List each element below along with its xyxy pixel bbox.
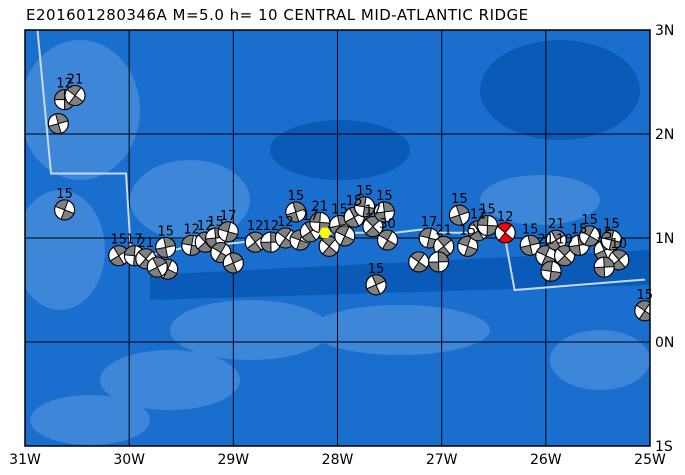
depth-label: 10 [556, 233, 573, 248]
lon-tick-label: 30W [113, 452, 145, 468]
depth-label: 15 [368, 262, 385, 277]
beachball[interactable] [222, 252, 244, 274]
lat-tick-label: 2N [655, 127, 674, 143]
depth-label: 15 [522, 222, 539, 237]
depth-label: 15 [571, 222, 588, 237]
beachball[interactable] [365, 274, 387, 296]
depth-label: 15 [376, 189, 393, 204]
depth-label: 15 [637, 288, 654, 303]
depth-label: 12 [183, 222, 200, 237]
depth-label: 15 [288, 189, 305, 204]
beachball[interactable] [540, 260, 562, 282]
beachball[interactable] [433, 235, 455, 257]
beachball[interactable] [634, 300, 655, 322]
depth-label: 15 [451, 192, 468, 207]
beachball[interactable] [47, 113, 69, 135]
beachball[interactable] [377, 229, 398, 251]
beachball[interactable] [54, 199, 76, 221]
depth-label: 30 [379, 217, 396, 232]
beachball[interactable] [494, 222, 516, 244]
beachball[interactable] [600, 229, 622, 251]
depth-label: 15 [56, 187, 73, 202]
beachball[interactable] [545, 229, 567, 251]
lon-tick-label: 25W [634, 452, 666, 468]
depth-label: 15 [603, 217, 620, 232]
beachball[interactable] [579, 225, 601, 247]
beachball[interactable] [519, 234, 541, 256]
depth-label: 21 [312, 199, 329, 214]
depth-label: 21 [67, 73, 84, 88]
lon-tick-label: 31W [9, 452, 41, 468]
beachball[interactable] [155, 236, 177, 258]
beachball[interactable] [408, 251, 430, 273]
beachball[interactable] [428, 251, 450, 273]
depth-label: 15 [596, 227, 613, 242]
beachball[interactable] [64, 85, 86, 107]
beachball[interactable] [593, 256, 615, 278]
depth-label: 12 [247, 219, 264, 234]
depth-label: 17 [421, 215, 438, 230]
depth-label: 12 [56, 77, 73, 92]
axis-labels: 31W 30W 29W 28W 27W 26W 25W 3N 2N 1N 0N 1S [9, 23, 674, 468]
depth-label: 17 [365, 204, 382, 219]
depth-label: 15 [110, 233, 127, 248]
depth-label: 17 [302, 209, 319, 224]
depth-label: 12 [470, 208, 487, 223]
depth-label: 15 [479, 203, 496, 218]
depth-label: 10 [610, 237, 627, 252]
depth-label: 17 [220, 209, 237, 224]
beachball[interactable] [146, 256, 168, 278]
map-title: E201601280346A M=5.0 h= 10 CENTRAL MID-A… [26, 6, 529, 24]
beachball[interactable] [108, 245, 130, 267]
beachball[interactable] [457, 235, 479, 257]
lon-tick-label: 28W [322, 452, 354, 468]
lon-tick-label: 27W [426, 452, 458, 468]
depth-label: 21 [138, 236, 155, 251]
depth-label: 21 [548, 217, 565, 232]
beachball[interactable] [373, 201, 395, 223]
beachball[interactable] [354, 196, 376, 218]
depth-label: 15 [356, 184, 373, 199]
focal-mechanisms [47, 85, 655, 322]
lat-tick-label: 0N [655, 335, 674, 351]
depth-label: 21 [435, 223, 452, 238]
depth-label: 12 [263, 219, 280, 234]
beachball[interactable] [362, 216, 384, 238]
beachball[interactable] [217, 221, 239, 243]
depth-label: 15 [331, 203, 348, 218]
depth-label: 15 [157, 224, 174, 239]
depth-label: 12 [497, 210, 514, 225]
lon-tick-label: 26W [530, 452, 562, 468]
beachball[interactable] [334, 225, 356, 247]
lat-tick-label: 3N [655, 23, 674, 39]
beachball[interactable] [285, 201, 307, 223]
map-frame [24, 29, 651, 447]
depth-label: 12 [197, 219, 214, 234]
lat-tick-label: 1S [655, 439, 673, 455]
lon-tick-label: 29W [217, 452, 249, 468]
beachball[interactable] [554, 245, 576, 267]
depth-label: 17 [126, 233, 143, 248]
epicenter-marker [319, 227, 331, 238]
beachball[interactable] [318, 235, 340, 257]
depth-label: 12 [277, 215, 294, 230]
depth-label: 15 [459, 223, 476, 238]
beachball[interactable] [448, 204, 470, 226]
depth-label: 15 [581, 213, 598, 228]
depth-label: 21 [538, 233, 555, 248]
beachball[interactable] [477, 215, 498, 237]
depth-label: 15 [346, 194, 363, 209]
lat-tick-label: 1N [655, 231, 674, 247]
depth-label: 15 [207, 215, 224, 230]
